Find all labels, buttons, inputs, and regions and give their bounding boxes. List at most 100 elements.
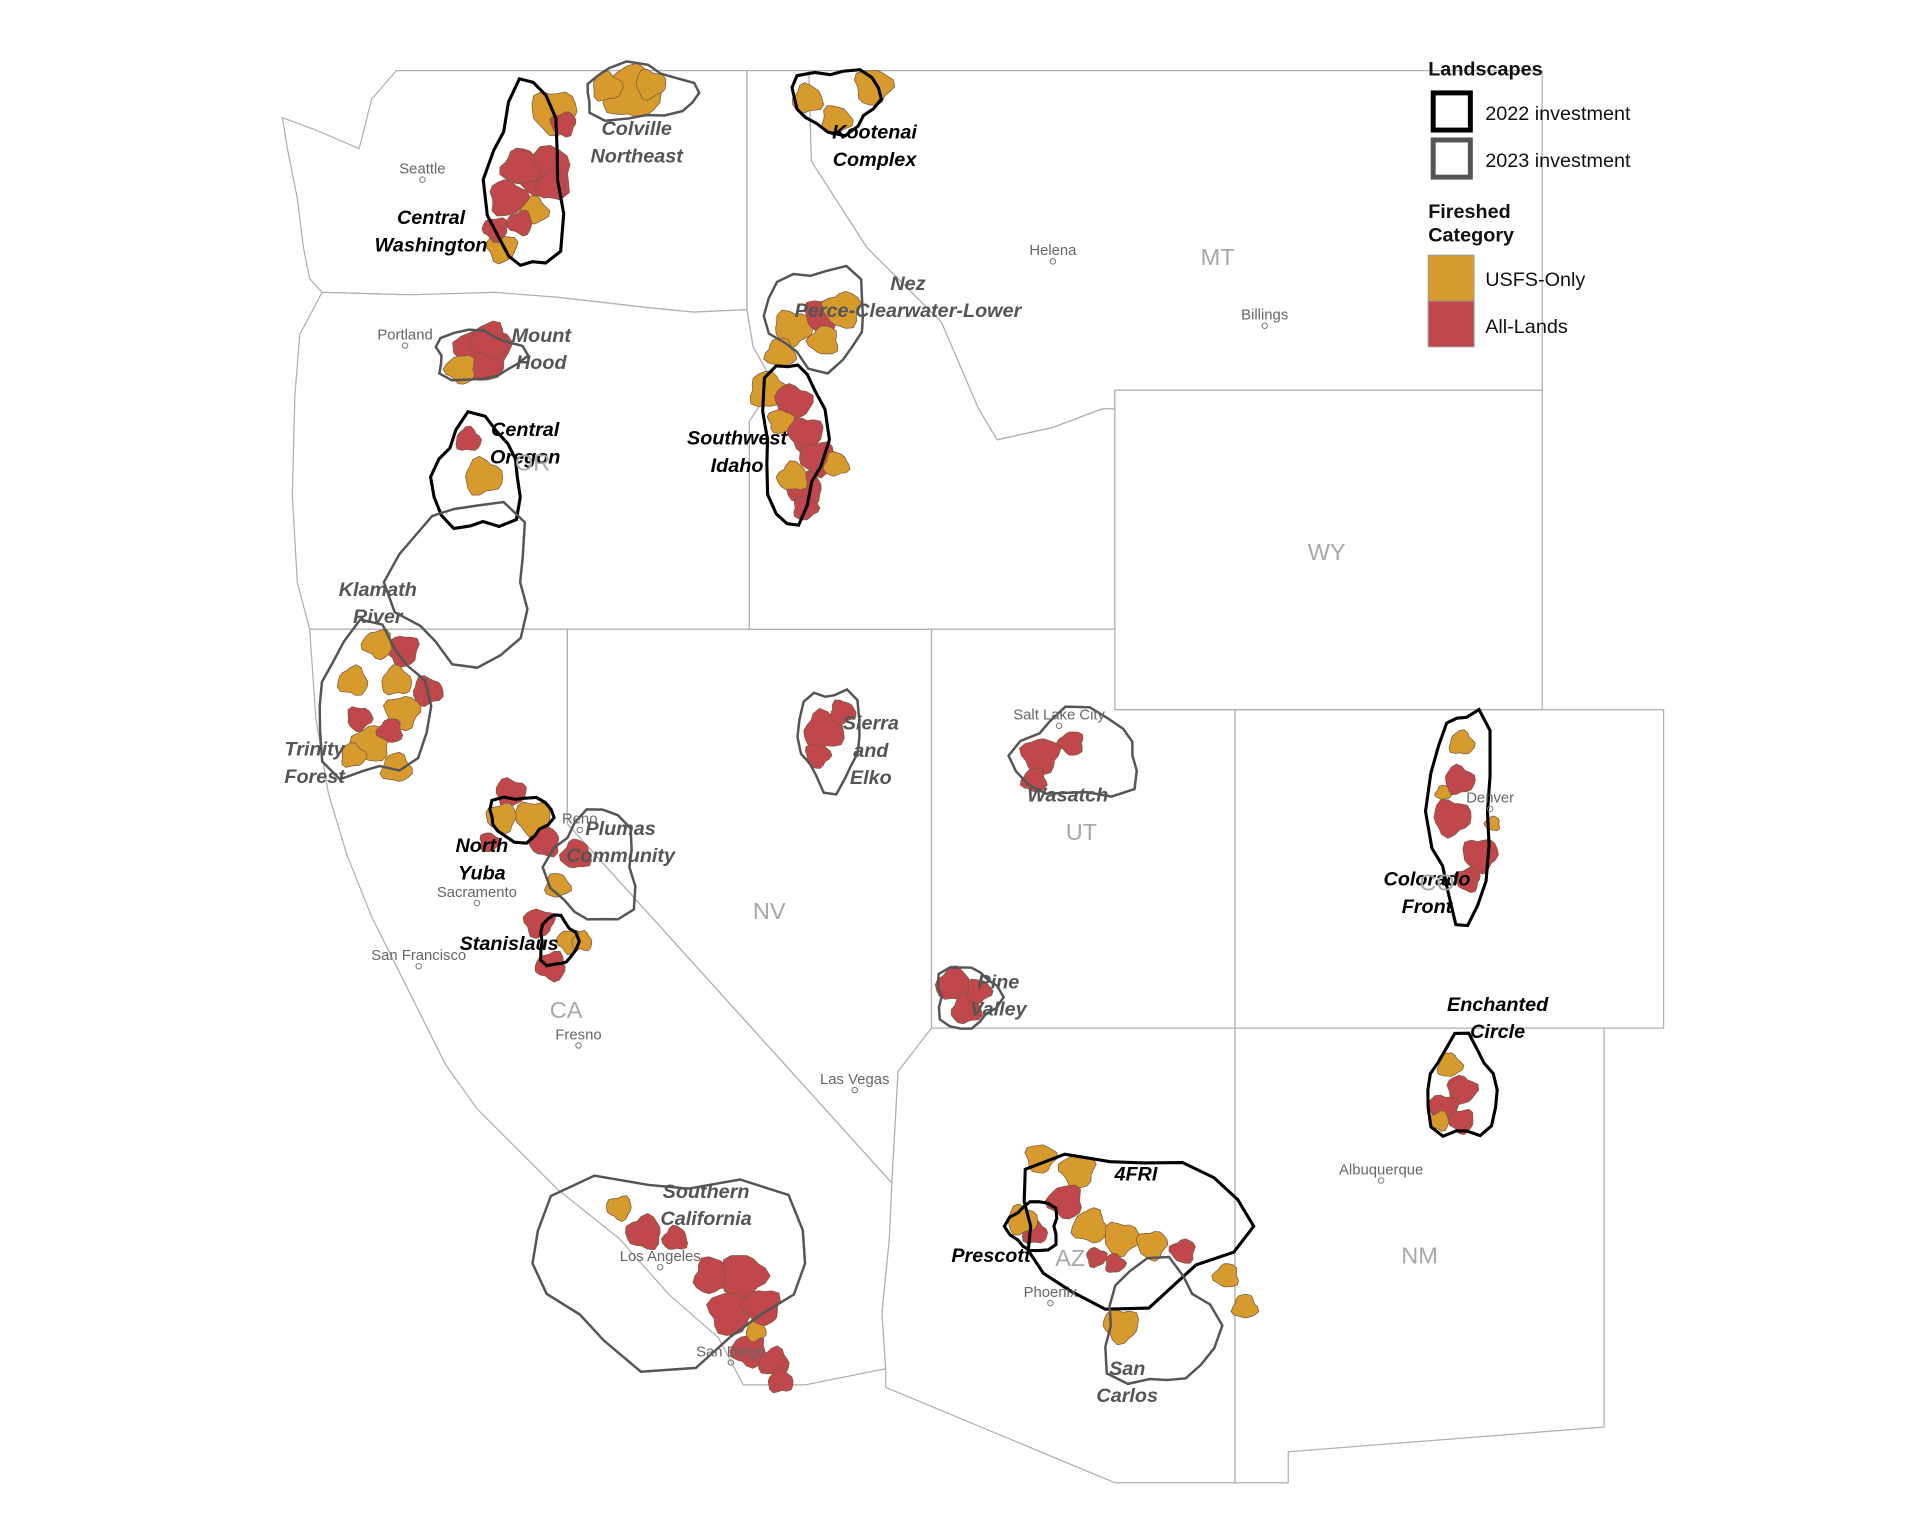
label-line: Front bbox=[1402, 896, 1454, 918]
label-line: Stanislaus bbox=[460, 933, 559, 955]
fireshed bbox=[1056, 731, 1084, 756]
landscape-outline bbox=[481, 76, 566, 268]
label-line: Northeast bbox=[590, 145, 684, 167]
state-label: NM bbox=[1401, 1242, 1438, 1268]
landscape-label: Southern California bbox=[660, 1181, 751, 1230]
fireshed bbox=[379, 751, 413, 782]
fireshed bbox=[1433, 799, 1472, 839]
city-label: Seattle bbox=[399, 161, 445, 177]
fireshed bbox=[1448, 729, 1476, 755]
landscape-outline bbox=[1426, 1031, 1499, 1139]
landscape-outline bbox=[541, 808, 637, 921]
fireshed bbox=[522, 908, 557, 939]
state-label: AZ bbox=[1055, 1245, 1085, 1271]
landscape-label: 4FRI bbox=[1113, 1163, 1157, 1185]
fireshed bbox=[465, 455, 504, 496]
state-label: CO bbox=[1419, 870, 1454, 896]
fireshed bbox=[966, 978, 994, 1004]
fireshed bbox=[543, 873, 572, 898]
fireshed bbox=[593, 69, 624, 102]
city-dot bbox=[1049, 258, 1057, 265]
legend-outline-key bbox=[1430, 90, 1473, 133]
city-label: Salt Lake City bbox=[1013, 708, 1105, 724]
landscape-label: Klamath River bbox=[339, 579, 417, 628]
legend-swatch bbox=[1427, 254, 1475, 302]
label-line: Valley bbox=[970, 999, 1027, 1021]
landscape-outline bbox=[1002, 1200, 1059, 1253]
landscape-label: Kootenai Complex bbox=[832, 122, 917, 171]
landscape-outline bbox=[382, 500, 529, 669]
landscape-outline bbox=[790, 68, 884, 138]
landscape-outline bbox=[796, 687, 861, 796]
label-line: Wasatch bbox=[1027, 784, 1108, 806]
fireshed bbox=[625, 1213, 661, 1251]
fireshed bbox=[606, 1195, 632, 1223]
fireshed bbox=[821, 290, 862, 329]
legend-swatch bbox=[1427, 300, 1475, 348]
fireshed bbox=[1446, 1074, 1480, 1105]
city-dot bbox=[1261, 322, 1268, 330]
city-label: Sacramento bbox=[437, 885, 517, 901]
city-label: Billings bbox=[1241, 308, 1288, 324]
fireshed bbox=[336, 664, 369, 696]
legend-outline-key bbox=[1430, 137, 1473, 180]
landscape-outline bbox=[762, 264, 865, 375]
label-line: Hood bbox=[516, 352, 567, 374]
fireshed bbox=[1168, 1238, 1196, 1264]
landscape-label: Pine Valley bbox=[970, 971, 1027, 1020]
label-line: Central bbox=[397, 207, 466, 229]
legend-label: USFS-Only bbox=[1485, 269, 1585, 291]
label-line: California bbox=[660, 1208, 751, 1230]
label-line: Sierra bbox=[843, 713, 899, 735]
city-label: Albuquerque bbox=[1339, 1162, 1423, 1178]
legend-label: 2022 investment bbox=[1485, 103, 1631, 125]
label-line: River bbox=[353, 606, 404, 628]
label-line: Colville bbox=[601, 118, 671, 140]
landscape-label: Mount Hood bbox=[512, 325, 573, 374]
label-line: Plumas bbox=[585, 818, 655, 840]
city-label: Reno bbox=[562, 812, 598, 828]
label-line: and bbox=[853, 740, 889, 762]
landscape-outline bbox=[531, 1174, 807, 1374]
label-line: Trinity bbox=[285, 739, 346, 761]
city-dot bbox=[415, 962, 422, 970]
state-label: OR bbox=[515, 450, 550, 476]
label-line: Prescott bbox=[951, 1245, 1032, 1267]
landscape-label: Central Washington bbox=[375, 207, 488, 256]
legend-title: Fireshed bbox=[1428, 201, 1511, 223]
legend: Landscapes 2022 investment 2023 investment… bbox=[1427, 59, 1631, 348]
landscape-label: Plumas Community bbox=[566, 818, 676, 867]
label-line: Washington bbox=[375, 234, 488, 256]
fireshed bbox=[821, 105, 854, 136]
state-label: UT bbox=[1066, 819, 1097, 845]
label-line: Carlos bbox=[1096, 1385, 1158, 1407]
landscape-outline bbox=[761, 363, 832, 527]
city-dot bbox=[1055, 722, 1063, 730]
fireshed bbox=[1070, 1207, 1108, 1244]
landscape-outline bbox=[1423, 707, 1492, 928]
fireshed bbox=[455, 425, 482, 451]
label-line: San bbox=[1109, 1358, 1145, 1380]
landscape-outline bbox=[434, 328, 530, 382]
fireshed bbox=[766, 409, 795, 434]
city-label: Portland bbox=[377, 327, 432, 343]
landscape-label: Colville Northeast bbox=[590, 118, 684, 167]
label-line: Forest bbox=[284, 766, 346, 788]
landscape-label: Sierra and Elko bbox=[843, 713, 899, 790]
landscape-outline bbox=[318, 618, 433, 781]
state-nm bbox=[1234, 1027, 1605, 1484]
fireshed bbox=[792, 82, 825, 114]
legend-label: 2023 investment bbox=[1485, 150, 1631, 172]
landscape-outline bbox=[428, 409, 522, 531]
fireshed bbox=[1445, 763, 1476, 796]
city-label: San Diego bbox=[696, 1344, 765, 1360]
label-line: Yuba bbox=[458, 862, 506, 884]
landscape-label: Enchanted Circle bbox=[1447, 994, 1549, 1043]
city-label: Denver bbox=[1466, 791, 1514, 807]
label-line: 4FRI bbox=[1113, 1163, 1157, 1185]
label-line: Southwest bbox=[687, 428, 788, 450]
city-label: San Francisco bbox=[371, 948, 466, 964]
city-label: Las Vegas bbox=[820, 1072, 889, 1088]
fireshed bbox=[360, 629, 393, 661]
label-line: Colorado bbox=[1384, 869, 1471, 891]
